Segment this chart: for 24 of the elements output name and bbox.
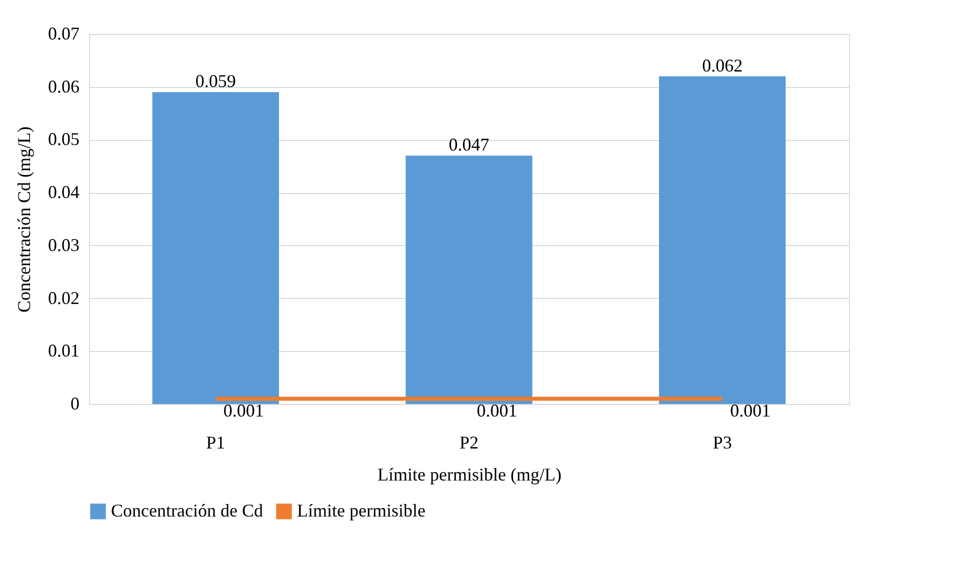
data-label: 0.059 [195,71,236,92]
y-tick-label: 0.01 [48,340,80,361]
x-tick-label: P3 [712,432,732,452]
data-label: 0.001 [730,400,771,421]
x-tick-label: P2 [459,432,479,452]
data-label: 0.001 [223,400,264,421]
y-tick-label: 0.03 [48,234,80,255]
x-tick-label: P1 [206,432,226,452]
bar [152,92,279,404]
y-tick-label: 0.06 [48,76,80,96]
bar [406,156,532,404]
data-label: 0.001 [476,400,518,421]
bar [659,76,786,404]
y-tick-label: 0.05 [48,129,80,150]
data-label: 0.047 [448,134,490,155]
y-tick-label: 0.07 [48,24,80,44]
legend-label: Concentración de Cd [111,500,263,520]
y-tick-label: 0.02 [48,288,80,308]
y-axis-title: Concentración Cd (mg/L) [14,126,34,312]
y-tick-label: 0 [70,394,80,414]
data-label: 0.062 [702,55,743,76]
y-tick-label: 0.04 [48,182,80,202]
x-axis-title: Límite permisible (mg/L) [378,464,562,484]
legend-label: Límite permisible [297,500,426,520]
